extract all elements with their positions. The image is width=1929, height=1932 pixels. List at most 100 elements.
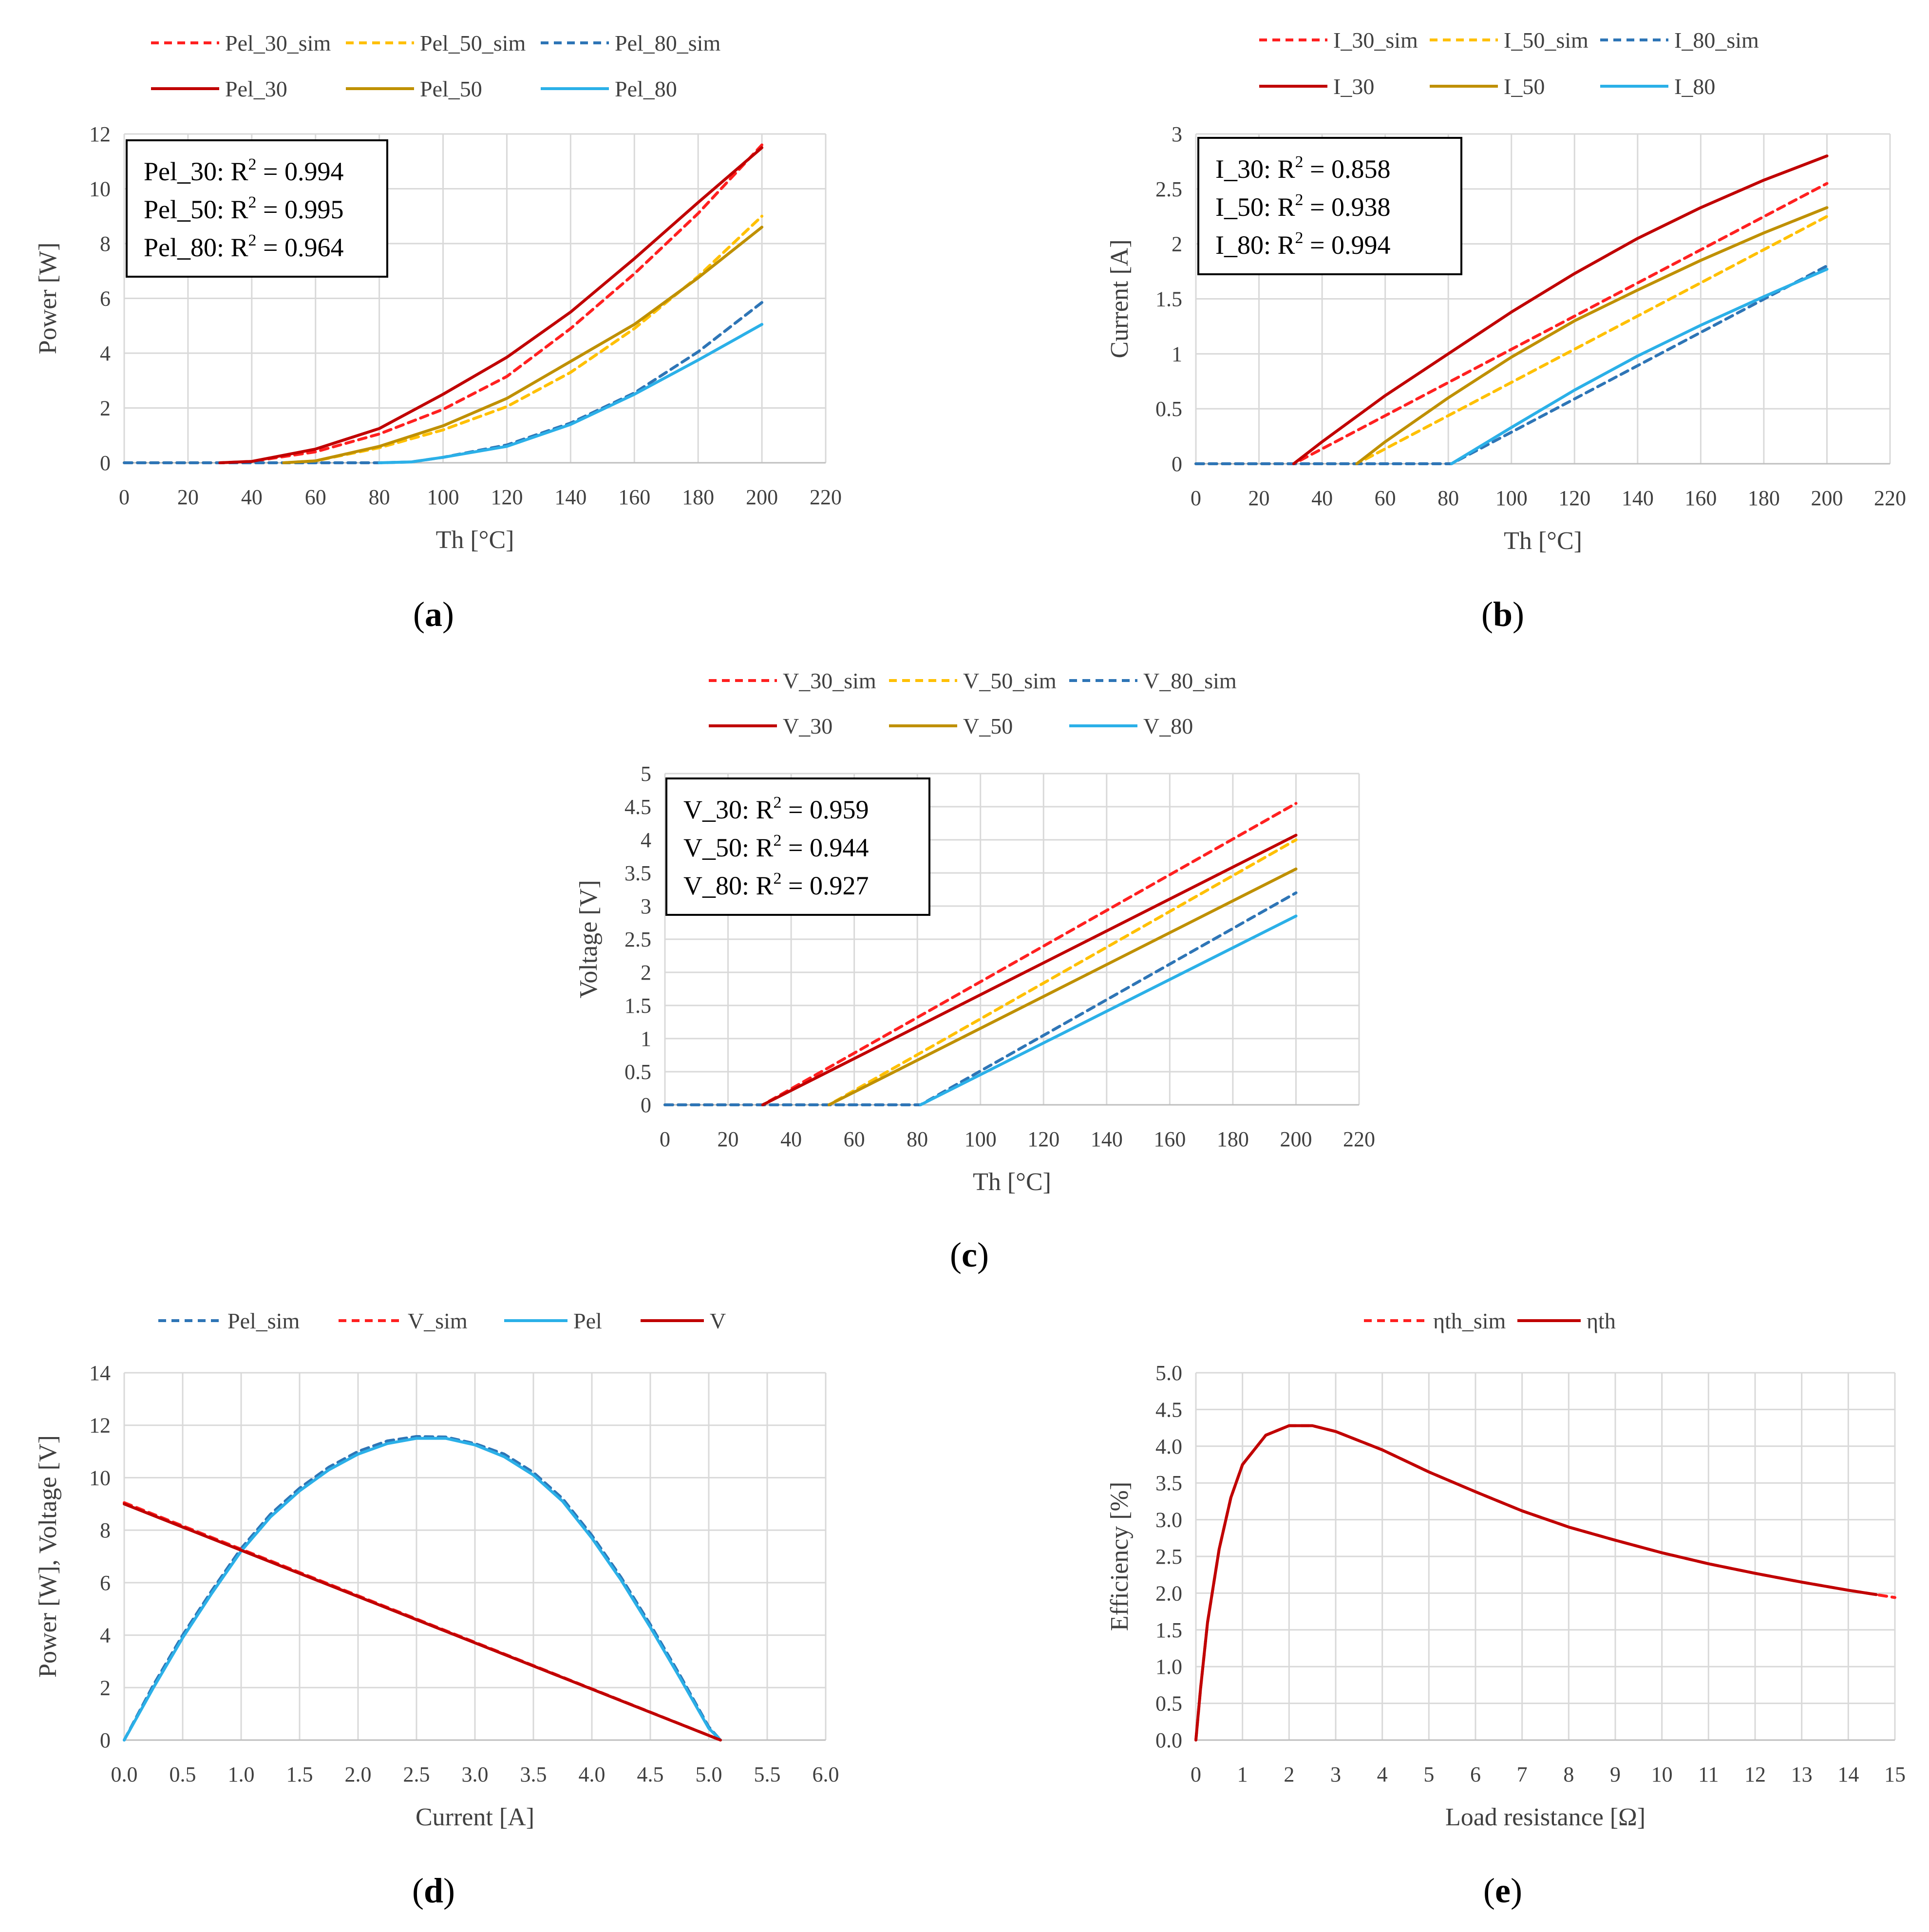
y-tick-label: 1	[641, 1027, 651, 1051]
x-tick-label: 80	[369, 485, 390, 509]
x-tick-label: 60	[844, 1127, 865, 1151]
y-axis-title: Power [W], Voltage [V]	[34, 1435, 62, 1678]
series-line-V_80	[919, 914, 1298, 1106]
caption-b: (b)	[1481, 595, 1524, 634]
legend-label: Pel_80	[615, 76, 677, 101]
legend-label: Pel_80_sim	[615, 31, 720, 56]
r2-annotation: Pel_30: R2 = 0.994 Pel_50: R2 = 0.995 Pel_…	[126, 139, 388, 278]
x-tick-label: 6	[1470, 1762, 1481, 1786]
y-axis-title: Power [W]	[34, 243, 62, 355]
r2-box	[126, 139, 388, 278]
x-tick-label: 7	[1517, 1762, 1528, 1786]
y-tick-label: 2.5	[624, 928, 651, 951]
x-tick-label: 13	[1791, 1762, 1813, 1786]
x-axis-title: Th [°C]	[1504, 527, 1582, 555]
y-tick-label: 10	[89, 177, 111, 201]
caption-d: (d)	[412, 1871, 455, 1910]
x-tick-label: 0	[119, 485, 130, 509]
y-tick-label: 2	[641, 961, 651, 985]
x-tick-label: 15	[1884, 1762, 1906, 1786]
x-tick-label: 220	[810, 485, 842, 509]
x-tick-label: 180	[1217, 1127, 1249, 1151]
series-line-Pel_80	[378, 322, 764, 464]
x-tick-label: 140	[554, 485, 586, 509]
y-tick-label: 8	[100, 232, 111, 256]
caption-c: (c)	[950, 1235, 989, 1274]
r2-annotation: V_30: R2 = 0.959 V_50: R2 = 0.944 V_80: R2…	[665, 777, 930, 916]
legend-label: ηth	[1587, 1308, 1616, 1333]
r2-line: I_50: R2 = 0.938	[1215, 191, 1390, 222]
x-tick-label: 3.0	[462, 1762, 489, 1786]
r2-line: V_50: R2 = 0.944	[683, 832, 869, 862]
x-tick-label: 2	[1284, 1762, 1294, 1786]
x-tick-label: 1.5	[286, 1762, 313, 1786]
y-tick-label: 0.5	[624, 1060, 651, 1084]
series-line-ηth_sim	[1194, 1424, 1896, 1742]
series-line-I_50	[1355, 206, 1829, 465]
y-tick-label: 0	[1172, 452, 1182, 476]
x-tick-label: 180	[682, 485, 714, 509]
r2-line: Pel_30: R2 = 0.994	[144, 155, 344, 186]
x-tick-label: 0	[660, 1127, 670, 1151]
y-tick-label: 0.5	[1155, 1692, 1182, 1716]
legend: Pel_30_sim Pel_50_sim Pel_80_sim Pel_30 Pel_…	[151, 31, 720, 101]
y-tick-label: 0.0	[1155, 1728, 1182, 1752]
r2-annotation: I_30: R2 = 0.858 I_50: R2 = 0.938 I_80: R2…	[1197, 137, 1462, 275]
x-tick-label: 0.0	[111, 1762, 138, 1786]
legend-label: V_50_sim	[963, 668, 1057, 693]
x-tick-label: 220	[1343, 1127, 1375, 1151]
y-tick-label: 2.5	[1155, 1545, 1182, 1569]
x-axis-title: Current [A]	[416, 1803, 534, 1831]
chart-d: 0.0 0.5 1.0 1.5 2.0 2.5 3.0 3.5 4.0 4.5 5.0 5.5 6.0 0…	[34, 1308, 839, 1831]
legend-label: I_80_sim	[1674, 28, 1759, 53]
x-tick-label: 4.5	[637, 1762, 664, 1786]
x-tick-label: 5.0	[696, 1762, 722, 1786]
x-tick-label: 0	[1191, 1762, 1201, 1786]
x-tick-label: 6.0	[813, 1762, 839, 1786]
x-tick-label: 140	[1091, 1127, 1123, 1151]
legend: ηth_sim ηth	[1364, 1308, 1616, 1333]
x-tick-label: 20	[177, 485, 199, 509]
legend-label: I_80	[1674, 74, 1715, 99]
y-tick-label: 6	[100, 287, 111, 311]
x-tick-label: 0.5	[170, 1762, 196, 1786]
x-tick-label: 12	[1744, 1762, 1766, 1786]
y-tick-label: 1.5	[1155, 287, 1182, 311]
x-tick-label: 120	[1558, 486, 1590, 510]
x-tick-label: 14	[1837, 1762, 1859, 1786]
x-tick-label: 120	[491, 485, 523, 509]
caption-a: (a)	[413, 595, 454, 634]
chart-e: 0 1 2 3 4 5 6 7 8 9 10 11 12 13 14 150.00.51.01.52.02.5…	[1106, 1308, 1906, 1831]
series-line-I_80	[1450, 267, 1829, 465]
y-tick-label: 1	[1172, 342, 1182, 366]
y-axis-title: Current [A]	[1106, 239, 1134, 358]
r2-box	[1197, 137, 1462, 275]
r2-line: I_30: R2 = 0.858	[1215, 153, 1390, 184]
series-line-V_50	[827, 867, 1298, 1106]
series-line-V	[123, 1502, 722, 1742]
y-axis-title: Voltage [V]	[575, 880, 603, 998]
y-tick-label: 1.5	[1155, 1618, 1182, 1642]
x-tick-label: 180	[1748, 486, 1780, 510]
legend-label: V_50	[963, 714, 1013, 739]
legend-label: Pel_30	[225, 76, 287, 101]
x-tick-label: 3.5	[520, 1762, 547, 1786]
series-line-Pel_30	[218, 146, 764, 464]
x-axis-title: Th [°C]	[973, 1168, 1051, 1196]
y-tick-label: 5	[641, 762, 651, 786]
chart-b: 0 20 40 60 80 100 120 140 160 180 200 220 0 0.5 1 1.5 2 2…	[1106, 28, 1906, 555]
r2-line: Pel_80: R2 = 0.964	[144, 231, 344, 262]
y-tick-label: 3	[641, 894, 651, 918]
chart-c: 0 20 40 60 80 100 120 140 160 180 200 220 0 0.5 1 1.5 2 2…	[575, 668, 1375, 1196]
y-tick-label: 4	[100, 1624, 111, 1648]
x-tick-label: 10	[1651, 1762, 1673, 1786]
x-tick-label: 100	[427, 485, 459, 509]
y-tick-label: 8	[100, 1518, 111, 1542]
x-axis-title: Load resistance [Ω]	[1445, 1803, 1645, 1831]
x-tick-label: 40	[1311, 486, 1333, 510]
legend-label: V_30_sim	[783, 668, 876, 693]
legend-label: V_80	[1143, 714, 1193, 739]
y-tick-label: 5.0	[1155, 1361, 1182, 1385]
y-tick-label: 1.0	[1155, 1655, 1182, 1679]
